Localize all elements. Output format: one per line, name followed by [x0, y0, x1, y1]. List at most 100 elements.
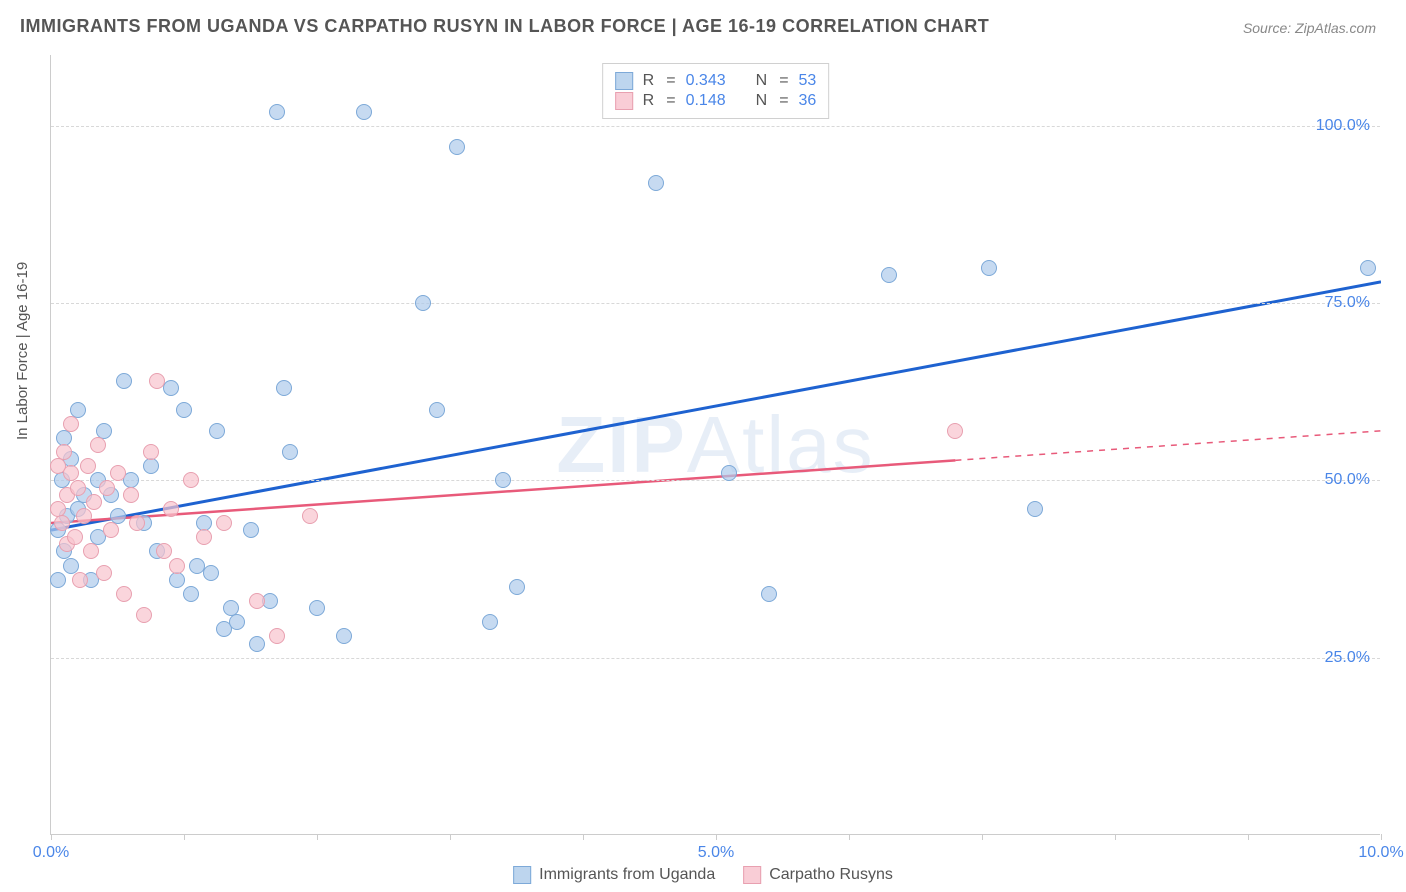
legend-label-carpatho: Carpatho Rusyns	[769, 866, 893, 884]
watermark: ZIPAtlas	[556, 399, 874, 491]
x-tick	[1381, 834, 1382, 840]
n-value-carpatho: 36	[799, 92, 817, 110]
data-point	[282, 444, 298, 460]
x-tick	[450, 834, 451, 840]
data-point	[183, 472, 199, 488]
legend-item-uganda: Immigrants from Uganda	[513, 866, 715, 884]
data-point	[116, 373, 132, 389]
data-point	[981, 260, 997, 276]
data-point	[176, 402, 192, 418]
x-tick	[317, 834, 318, 840]
legend-item-carpatho: Carpatho Rusyns	[743, 866, 893, 884]
gridline	[51, 126, 1380, 127]
swatch-pink-icon	[615, 92, 633, 110]
data-point	[356, 104, 372, 120]
trend-lines	[51, 55, 1381, 835]
data-point	[116, 586, 132, 602]
data-point	[761, 586, 777, 602]
data-point	[110, 465, 126, 481]
data-point	[50, 572, 66, 588]
plot-area: ZIPAtlas R = 0.343 N = 53 R = 0.148 N =	[50, 55, 1380, 835]
trend-line	[51, 460, 955, 523]
x-tick	[1248, 834, 1249, 840]
data-point	[302, 508, 318, 524]
r-label: R	[643, 72, 655, 90]
data-point	[482, 614, 498, 630]
x-tick	[716, 834, 717, 840]
n-label: N	[756, 72, 768, 90]
gridline	[51, 658, 1380, 659]
data-point	[143, 444, 159, 460]
data-point	[309, 600, 325, 616]
x-tick-label: 0.0%	[33, 844, 69, 862]
data-point	[63, 558, 79, 574]
r-value-uganda: 0.343	[686, 72, 726, 90]
data-point	[249, 636, 265, 652]
gridline	[51, 480, 1380, 481]
data-point	[96, 565, 112, 581]
y-axis-label: In Labor Force | Age 16-19	[14, 262, 31, 440]
data-point	[1360, 260, 1376, 276]
trend-line-extrapolated	[955, 431, 1381, 460]
data-point	[216, 515, 232, 531]
y-tick-label: 100.0%	[1316, 117, 1370, 135]
data-point	[276, 380, 292, 396]
source-attribution: Source: ZipAtlas.com	[1243, 20, 1376, 36]
x-tick	[982, 834, 983, 840]
data-point	[80, 458, 96, 474]
data-point	[169, 572, 185, 588]
data-point	[149, 373, 165, 389]
data-point	[136, 607, 152, 623]
legend-row-uganda: R = 0.343 N = 53	[615, 72, 817, 90]
data-point	[163, 501, 179, 517]
trend-line	[51, 282, 1381, 530]
data-point	[123, 487, 139, 503]
data-point	[721, 465, 737, 481]
data-point	[156, 543, 172, 559]
data-point	[143, 458, 159, 474]
data-point	[129, 515, 145, 531]
data-point	[54, 515, 70, 531]
n-value-uganda: 53	[799, 72, 817, 90]
y-tick-label: 50.0%	[1325, 471, 1370, 489]
x-tick	[849, 834, 850, 840]
x-tick-label: 5.0%	[698, 844, 734, 862]
x-tick	[184, 834, 185, 840]
data-point	[70, 480, 86, 496]
data-point	[229, 614, 245, 630]
series-legend: Immigrants from Uganda Carpatho Rusyns	[513, 866, 893, 884]
data-point	[648, 175, 664, 191]
data-point	[103, 522, 119, 538]
x-tick	[51, 834, 52, 840]
swatch-blue-icon	[513, 866, 531, 884]
y-tick-label: 75.0%	[1325, 294, 1370, 312]
data-point	[509, 579, 525, 595]
data-point	[495, 472, 511, 488]
chart-container: IMMIGRANTS FROM UGANDA VS CARPATHO RUSYN…	[0, 0, 1406, 892]
x-tick	[1115, 834, 1116, 840]
data-point	[86, 494, 102, 510]
data-point	[63, 416, 79, 432]
y-tick-label: 25.0%	[1325, 649, 1370, 667]
legend-row-carpatho: R = 0.148 N = 36	[615, 92, 817, 110]
data-point	[249, 593, 265, 609]
swatch-pink-icon	[743, 866, 761, 884]
data-point	[209, 423, 225, 439]
data-point	[72, 572, 88, 588]
data-point	[56, 444, 72, 460]
data-point	[881, 267, 897, 283]
data-point	[947, 423, 963, 439]
data-point	[203, 565, 219, 581]
data-point	[1027, 501, 1043, 517]
data-point	[269, 628, 285, 644]
data-point	[269, 104, 285, 120]
x-tick-label: 10.0%	[1358, 844, 1403, 862]
data-point	[449, 139, 465, 155]
data-point	[183, 586, 199, 602]
data-point	[169, 558, 185, 574]
swatch-blue-icon	[615, 72, 633, 90]
data-point	[99, 480, 115, 496]
data-point	[196, 529, 212, 545]
data-point	[429, 402, 445, 418]
data-point	[67, 529, 83, 545]
